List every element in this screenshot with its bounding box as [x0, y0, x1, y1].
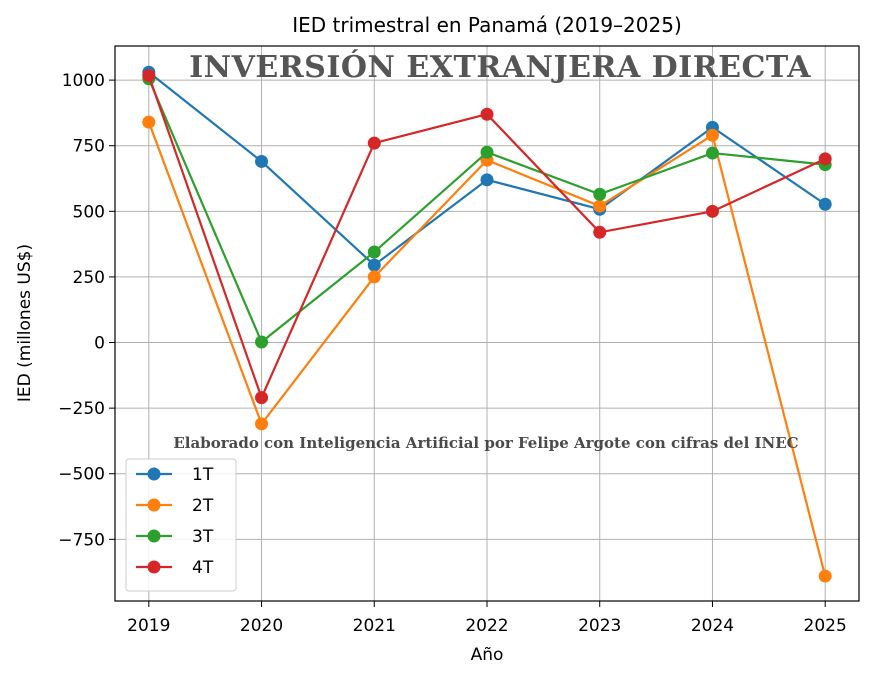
data-point-3t [593, 187, 607, 201]
data-point-4t [818, 152, 832, 166]
legend-marker-4t [147, 560, 161, 574]
data-point-4t [367, 136, 381, 150]
data-point-2t [818, 569, 832, 583]
data-point-4t [705, 204, 719, 218]
y-tick-label: 250 [73, 268, 105, 288]
data-point-1t [255, 154, 269, 168]
data-point-1t [818, 197, 832, 211]
x-tick-label: 2024 [691, 616, 734, 636]
data-point-3t [480, 145, 494, 159]
y-tick-label: −750 [58, 530, 105, 550]
data-point-2t [705, 128, 719, 142]
legend-label-4t: 4T [192, 558, 214, 578]
data-point-4t [593, 225, 607, 239]
chart-title: IED trimestral en Panamá (2019–2025) [292, 13, 682, 37]
data-point-3t [705, 146, 719, 160]
credit-annotation: Elaborado con Inteligencia Artificial po… [173, 434, 798, 452]
legend-label-3t: 3T [192, 527, 214, 547]
y-tick-label: 1000 [62, 71, 105, 91]
data-point-2t [593, 199, 607, 213]
legend-marker-1t [147, 467, 161, 481]
x-tick-label: 2019 [127, 616, 170, 636]
y-tick-label: 500 [73, 202, 105, 222]
legend: 1T 2T 3T 4T [125, 458, 237, 592]
y-tick-label: 750 [73, 137, 105, 157]
y-tick-label: −250 [58, 399, 105, 419]
legend-marker-2t [147, 498, 161, 512]
banner-annotation: Inversión extranjera directa [189, 49, 811, 85]
data-point-2t [142, 115, 156, 129]
data-point-3t [367, 245, 381, 259]
data-point-4t [255, 391, 269, 405]
data-point-1t [367, 258, 381, 272]
x-tick-label: 2023 [578, 616, 621, 636]
data-point-3t [255, 335, 269, 349]
x-tick-label: 2020 [240, 616, 283, 636]
data-point-4t [142, 69, 156, 83]
data-point-1t [480, 173, 494, 187]
data-point-2t [255, 417, 269, 431]
legend-marker-3t [147, 529, 161, 543]
x-tick-label: 2021 [353, 616, 396, 636]
x-tick-label: 2025 [804, 616, 847, 636]
y-axis-ticks: 1000 750 500 250 0 −250 −500 −750 [58, 71, 115, 550]
data-point-2t [367, 270, 381, 284]
y-axis-title: IED (millones US$) [15, 244, 35, 402]
y-tick-label: −500 [58, 465, 105, 485]
legend-label-2t: 2T [192, 496, 214, 516]
series-layer [142, 65, 832, 583]
y-tick-label: 0 [94, 334, 105, 354]
x-axis-ticks: 2019 2020 2021 2022 2023 2024 2025 [127, 601, 847, 636]
legend-label-1t: 1T [192, 465, 214, 485]
x-axis-title: Año [471, 645, 504, 665]
x-tick-label: 2022 [465, 616, 508, 636]
data-point-4t [480, 107, 494, 121]
legend-box [125, 458, 237, 592]
